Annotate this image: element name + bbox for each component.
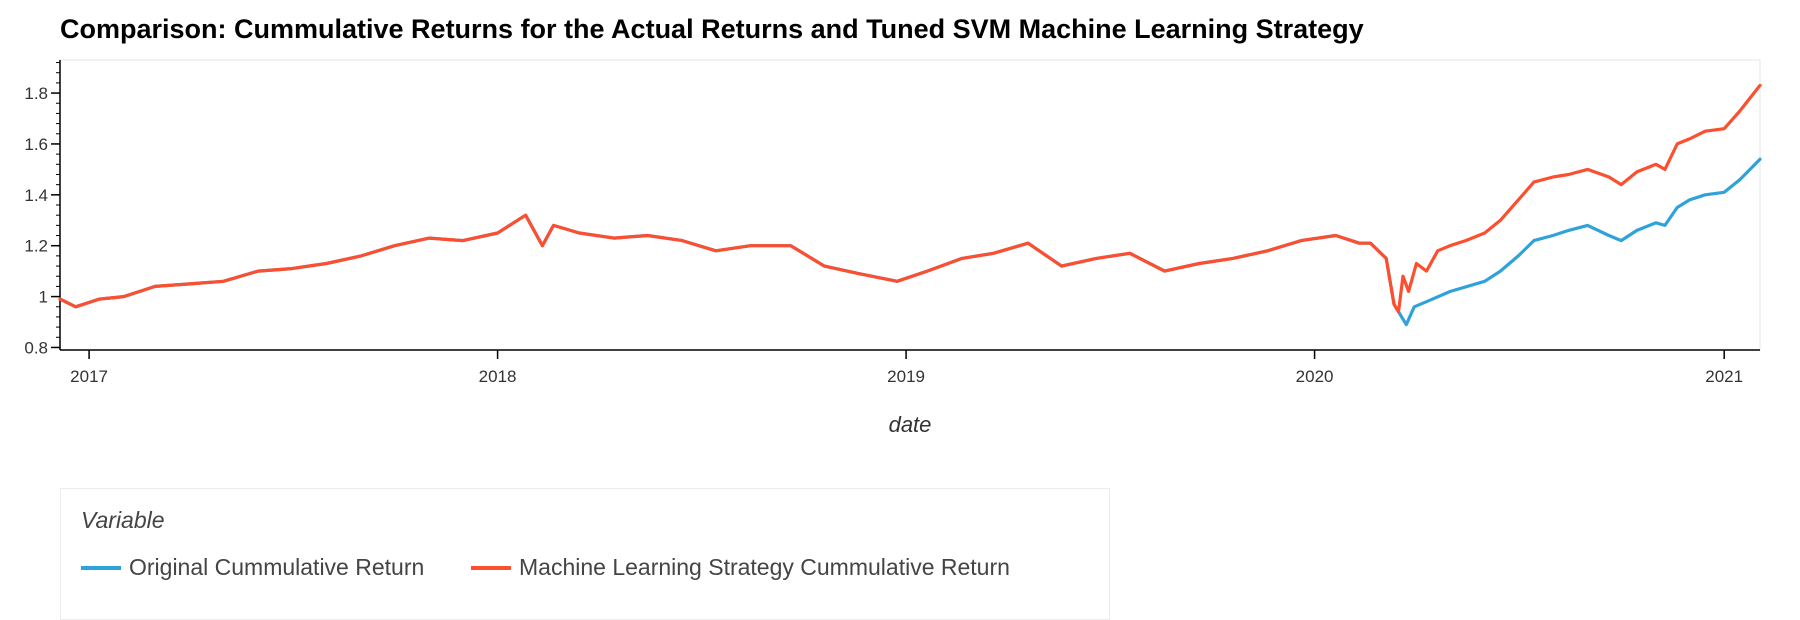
series-layer [58, 83, 1762, 327]
x-tick-label: 2019 [887, 367, 925, 386]
legend-label-original: Original Cummulative Return [129, 554, 425, 580]
y-tick-label: 1.6 [24, 135, 48, 154]
x-tick-label: 2018 [479, 367, 517, 386]
series-line-1 [58, 83, 1762, 314]
x-axis-ticks: 2017 2018 2019 2020 2021 [70, 350, 1743, 386]
legend-label-ml-strategy: Machine Learning Strategy Cummulative Re… [519, 554, 1010, 580]
y-tick-label: 1.8 [24, 84, 48, 103]
legend-item-original[interactable]: Original Cummulative Return [81, 554, 424, 581]
y-axis-ticks: 0.8 1 1.2 1.4 1.6 1.8 [24, 84, 60, 357]
y-tick-label: 1.4 [24, 186, 48, 205]
chart-title: Comparison: Cummulative Returns for the … [60, 14, 1364, 44]
legend-item-ml-strategy[interactable]: Machine Learning Strategy Cummulative Re… [471, 554, 1010, 581]
x-tick-label: 2020 [1296, 367, 1334, 386]
y-tick-label: 1.2 [24, 237, 48, 256]
legend: Variable Original Cummulative Return Mac… [60, 488, 1110, 620]
x-tick-label: 2021 [1705, 367, 1743, 386]
x-axis-label: date [889, 412, 932, 437]
line-chart: 0.8 1 1.2 1.4 1.6 1.8 2017 2018 2019 2020 2021 da… [24, 59, 1762, 437]
legend-swatch-ml-strategy [471, 565, 511, 570]
y-tick-label: 1 [39, 288, 48, 307]
series-line-0 [58, 157, 1762, 327]
legend-title: Variable [81, 507, 165, 533]
plot-frame [59, 59, 1761, 351]
y-tick-label: 0.8 [24, 338, 48, 357]
legend-swatch-original [81, 565, 121, 570]
x-tick-label: 2017 [70, 367, 108, 386]
